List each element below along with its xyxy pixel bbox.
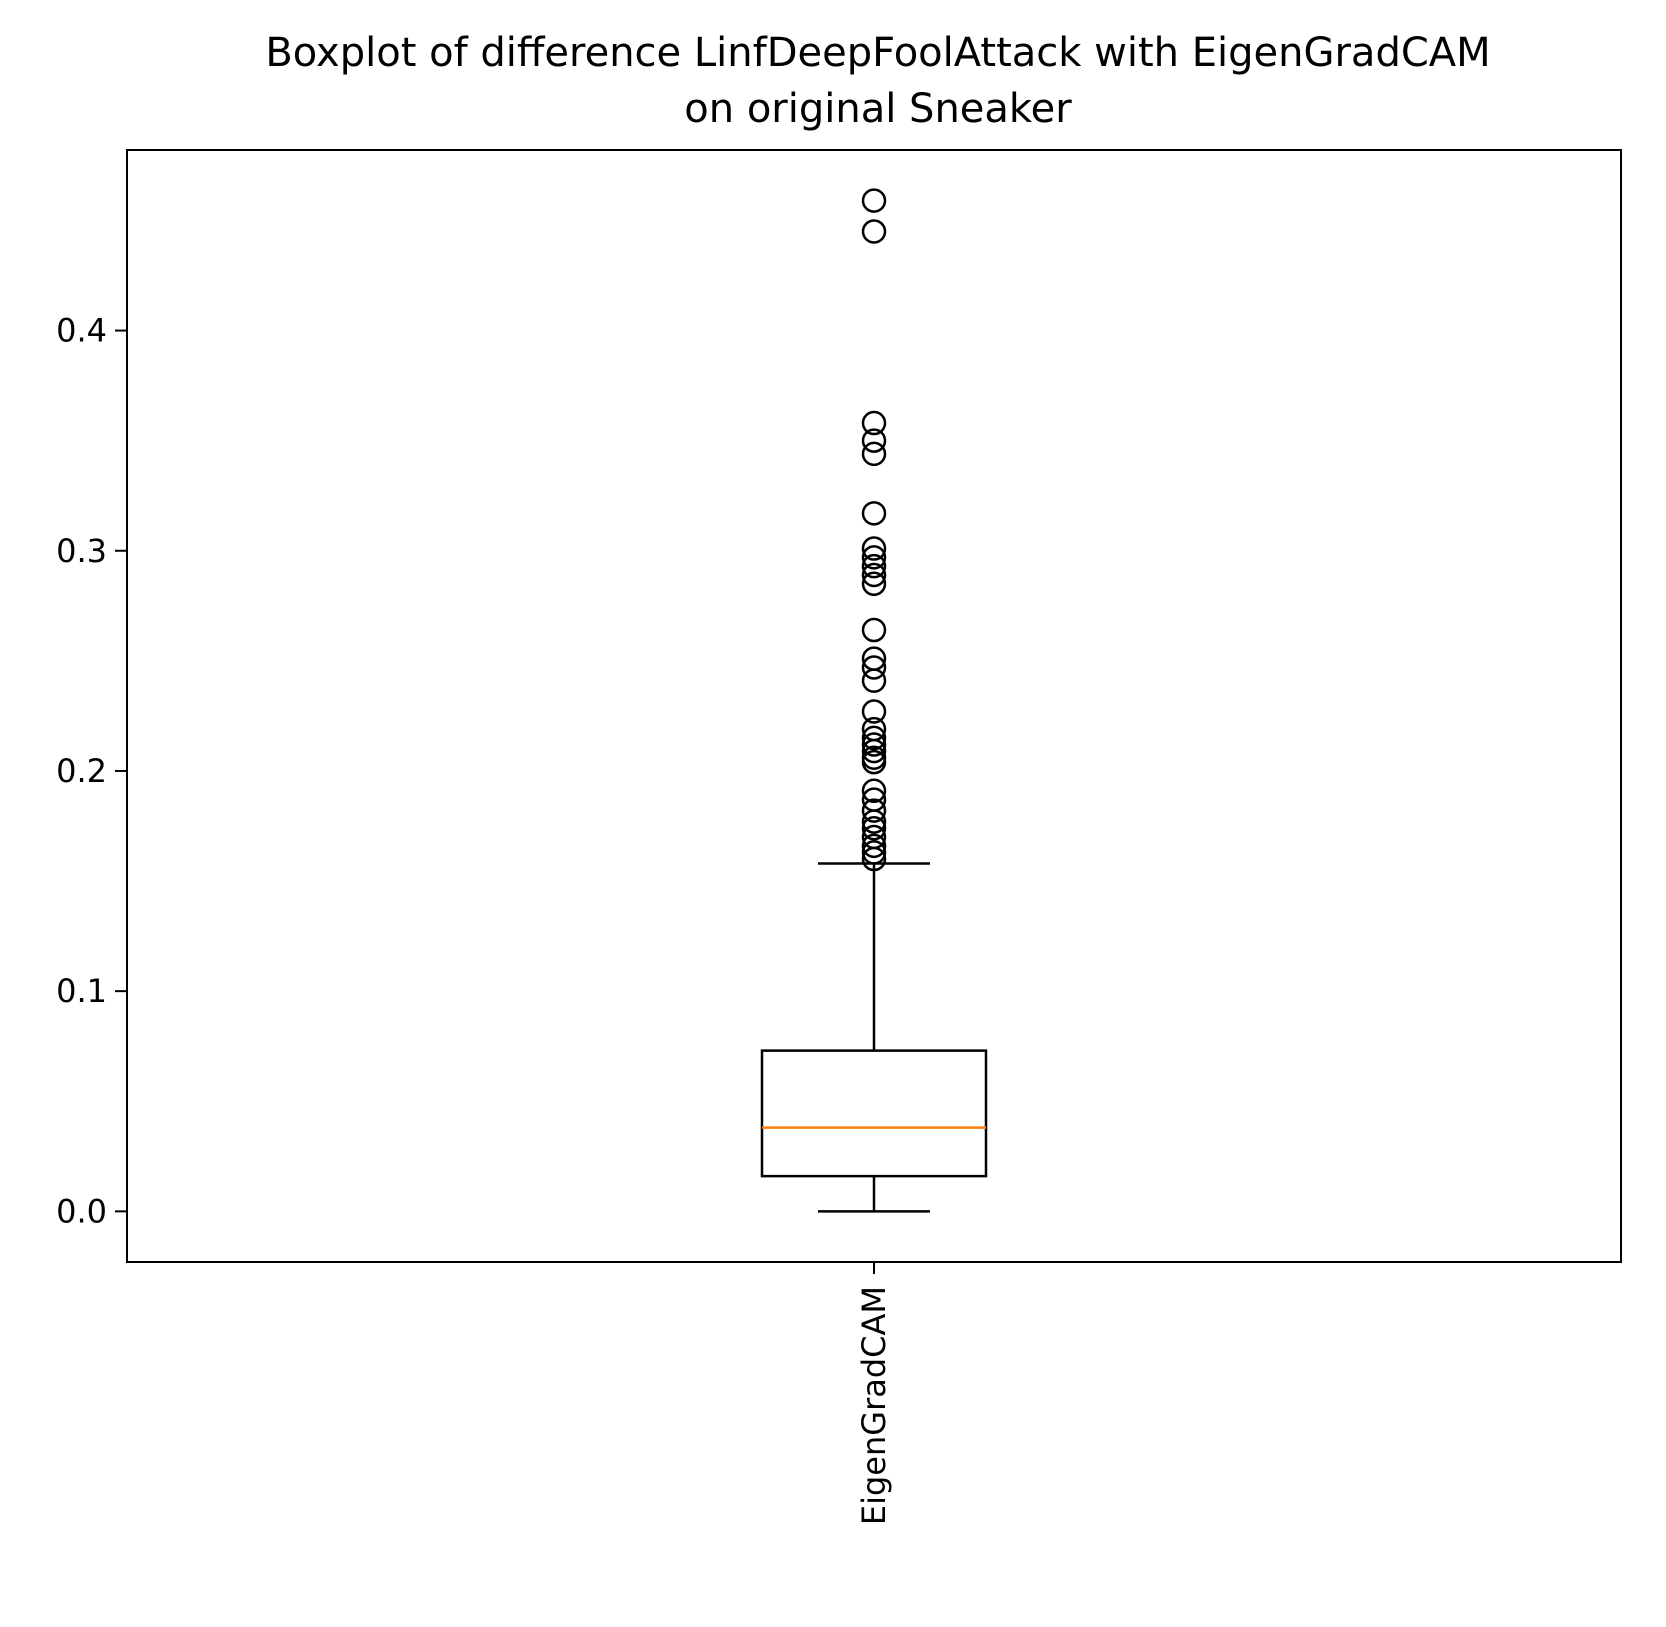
y-tick-label: 0.4 [56,312,107,350]
x-tick-label: EigenGradCAM [855,1286,893,1525]
plot-area-frame [126,149,1622,1263]
chart-title-line-1: Boxplot of difference LinfDeepFoolAttack… [265,30,1490,76]
outlier-point [861,725,887,751]
outlier-point [861,536,887,561]
outlier-point [861,738,887,764]
chart-title-line-2: on original Sneaker [684,86,1072,132]
outlier-point [861,778,887,804]
outlier-point [861,571,887,597]
outlier-point [861,553,887,579]
outlier-point [861,188,887,213]
y-tick-label: 0.0 [56,1192,107,1230]
outlier-point [861,815,887,841]
outlier-point [861,545,887,570]
outlier-point [861,219,887,244]
box-layer [760,188,988,1213]
outlier-point [861,798,887,823]
outlier-point [861,846,887,872]
outlier-point [861,562,887,588]
outlier-point [861,617,887,643]
outlier-point [861,410,887,436]
outlier-point [861,749,887,775]
outlier-point [861,668,887,693]
y-tick-label: 0.2 [56,752,107,790]
y-axis: 0.0 0.1 0.2 0.3 0.4 [56,312,127,1230]
outlier-point [861,501,887,526]
outlier-point [861,699,887,724]
interquartile-box [760,1049,988,1178]
outlier-point [861,809,887,834]
y-tick-label: 0.3 [56,532,107,570]
x-axis: EigenGradCAM [855,1262,893,1525]
y-tick-label: 0.1 [56,972,107,1010]
outlier-point [861,833,887,859]
outlier-point [861,840,887,865]
outlier-point [861,655,887,680]
outlier-point [861,428,887,453]
outlier-point [861,441,887,467]
outlier-point [861,732,887,757]
